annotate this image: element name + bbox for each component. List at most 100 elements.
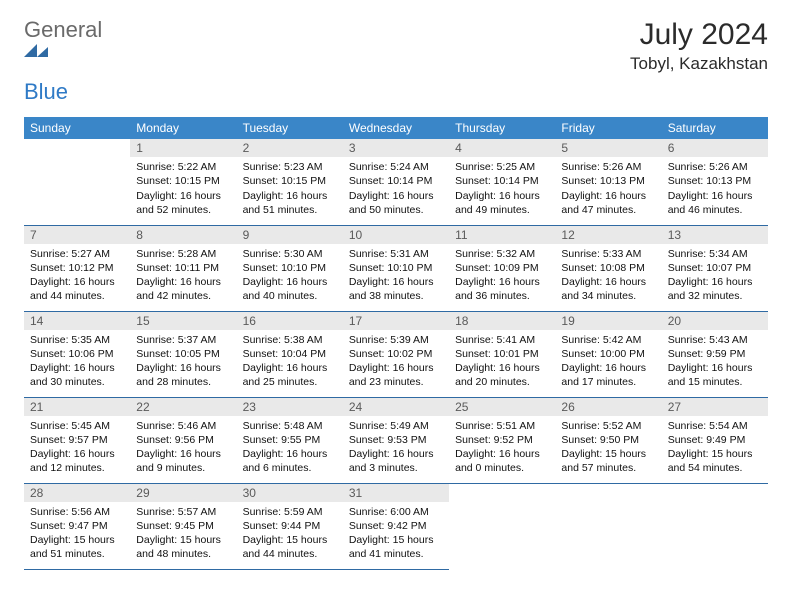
sunset-line: Sunset: 10:07 PM [668, 262, 751, 274]
weekday-header: Monday [130, 117, 236, 139]
sunset-line: Sunset: 9:44 PM [243, 520, 321, 532]
sunrise-line: Sunrise: 5:42 AM [561, 334, 641, 346]
weekday-header: Tuesday [237, 117, 343, 139]
calendar-cell: 4Sunrise: 5:25 AMSunset: 10:14 PMDayligh… [449, 139, 555, 225]
sunset-line: Sunset: 10:08 PM [561, 262, 644, 274]
day-content: Sunrise: 5:54 AMSunset: 9:49 PMDaylight:… [662, 416, 768, 481]
calendar-cell: 14Sunrise: 5:35 AMSunset: 10:06 PMDaylig… [24, 311, 130, 397]
day-number: 3 [343, 139, 449, 157]
sunrise-line: Sunrise: 5:22 AM [136, 161, 216, 173]
day-content: Sunrise: 5:42 AMSunset: 10:00 PMDaylight… [555, 330, 661, 395]
calendar-cell: 8Sunrise: 5:28 AMSunset: 10:11 PMDayligh… [130, 225, 236, 311]
day-number: 6 [662, 139, 768, 157]
calendar-header-row: SundayMondayTuesdayWednesdayThursdayFrid… [24, 117, 768, 139]
calendar-cell: 1Sunrise: 5:22 AMSunset: 10:15 PMDayligh… [130, 139, 236, 225]
calendar-cell: 7Sunrise: 5:27 AMSunset: 10:12 PMDayligh… [24, 225, 130, 311]
day-content: Sunrise: 5:43 AMSunset: 9:59 PMDaylight:… [662, 330, 768, 395]
calendar-row: ..1Sunrise: 5:22 AMSunset: 10:15 PMDayli… [24, 139, 768, 225]
calendar-cell: 17Sunrise: 5:39 AMSunset: 10:02 PMDaylig… [343, 311, 449, 397]
sunset-line: Sunset: 9:53 PM [349, 434, 427, 446]
day-number: 15 [130, 312, 236, 330]
calendar-cell: 30Sunrise: 5:59 AMSunset: 9:44 PMDayligh… [237, 483, 343, 569]
day-number: 21 [24, 398, 130, 416]
daylight-line: Daylight: 16 hours and 9 minutes. [136, 448, 221, 474]
calendar-cell: 6Sunrise: 5:26 AMSunset: 10:13 PMDayligh… [662, 139, 768, 225]
calendar-cell: .. [449, 483, 555, 569]
daylight-line: Daylight: 16 hours and 20 minutes. [455, 362, 540, 388]
day-content: Sunrise: 5:41 AMSunset: 10:01 PMDaylight… [449, 330, 555, 395]
daylight-line: Daylight: 16 hours and 40 minutes. [243, 276, 328, 302]
calendar-cell: 3Sunrise: 5:24 AMSunset: 10:14 PMDayligh… [343, 139, 449, 225]
calendar-row: 7Sunrise: 5:27 AMSunset: 10:12 PMDayligh… [24, 225, 768, 311]
day-content: Sunrise: 5:27 AMSunset: 10:12 PMDaylight… [24, 244, 130, 309]
day-content: Sunrise: 5:26 AMSunset: 10:13 PMDaylight… [662, 157, 768, 222]
daylight-line: Daylight: 16 hours and 0 minutes. [455, 448, 540, 474]
sunrise-line: Sunrise: 5:48 AM [243, 420, 323, 432]
sunrise-line: Sunrise: 5:54 AM [668, 420, 748, 432]
day-content: Sunrise: 5:35 AMSunset: 10:06 PMDaylight… [24, 330, 130, 395]
calendar-cell: 31Sunrise: 6:00 AMSunset: 9:42 PMDayligh… [343, 483, 449, 569]
day-content: Sunrise: 5:38 AMSunset: 10:04 PMDaylight… [237, 330, 343, 395]
day-number: 20 [662, 312, 768, 330]
calendar-cell: 9Sunrise: 5:30 AMSunset: 10:10 PMDayligh… [237, 225, 343, 311]
daylight-line: Daylight: 16 hours and 32 minutes. [668, 276, 753, 302]
sunset-line: Sunset: 10:12 PM [30, 262, 113, 274]
sunrise-line: Sunrise: 5:41 AM [455, 334, 535, 346]
day-content: Sunrise: 5:37 AM Sunset: 10:05 PM Daylight… [130, 330, 236, 395]
day-content: Sunrise: 5:46 AM Sunset: 9:56 PM Daylight:… [130, 416, 236, 481]
day-number: 31 [343, 484, 449, 502]
day-content: Sunrise: 5:59 AMSunset: 9:44 PMDaylight:… [237, 502, 343, 567]
sunrise-line: Sunrise: 5:46 AM [136, 420, 216, 432]
calendar-cell: 21Sunrise: 5:45 AMSunset: 9:57 PMDayligh… [24, 397, 130, 483]
sunrise-line: Sunrise: 5:32 AM [455, 248, 535, 260]
calendar-cell: .. [24, 139, 130, 225]
daylight-line: Daylight: 16 hours and 49 minutes. [455, 190, 540, 216]
sunset-line: Sunset: 10:00 PM [561, 348, 644, 360]
header: General Blue July 2024 Tobyl, Kazakhstan [24, 18, 768, 103]
day-content: Sunrise: 5:45 AMSunset: 9:57 PMDaylight:… [24, 416, 130, 481]
sunrise-line: Sunrise: 5:26 AM [668, 161, 748, 173]
weekday-header: Sunday [24, 117, 130, 139]
sunset-line: Sunset: 9:45 PM [136, 520, 214, 532]
day-content: Sunrise: 5:57 AMSunset: 9:45 PMDaylight:… [130, 502, 236, 567]
daylight-line: Daylight: 15 hours and 57 minutes. [561, 448, 646, 474]
day-content: Sunrise: 5:39 AMSunset: 10:02 PMDaylight… [343, 330, 449, 395]
daylight-line: Daylight: 16 hours and 44 minutes. [30, 276, 115, 302]
day-number: 14 [24, 312, 130, 330]
sunrise-line: Sunrise: 5:35 AM [30, 334, 110, 346]
calendar-row: 14Sunrise: 5:35 AMSunset: 10:06 PMDaylig… [24, 311, 768, 397]
daylight-line: Daylight: 16 hours and 28 minutes. [136, 362, 221, 388]
sunset-line: Sunset: 10:09 PM [455, 262, 538, 274]
sunrise-line: Sunrise: 5:49 AM [349, 420, 429, 432]
sunset-line: Sunset: 10:10 PM [243, 262, 326, 274]
calendar-cell: 24Sunrise: 5:49 AMSunset: 9:53 PMDayligh… [343, 397, 449, 483]
calendar-cell: 5Sunrise: 5:26 AMSunset: 10:13 PMDayligh… [555, 139, 661, 225]
sunset-line: Sunset: 10:05 PM [136, 348, 219, 360]
sunrise-line: Sunrise: 5:37 AM [136, 334, 216, 346]
calendar-cell: 11Sunrise: 5:32 AMSunset: 10:09 PMDaylig… [449, 225, 555, 311]
day-content: Sunrise: 5:56 AMSunset: 9:47 PMDaylight:… [24, 502, 130, 567]
calendar-row: 21Sunrise: 5:45 AMSunset: 9:57 PMDayligh… [24, 397, 768, 483]
weekday-header: Thursday [449, 117, 555, 139]
day-number: 24 [343, 398, 449, 416]
day-content: Sunrise: 5:51 AMSunset: 9:52 PMDaylight:… [449, 416, 555, 481]
sunrise-line: Sunrise: 5:34 AM [668, 248, 748, 260]
calendar-table: SundayMondayTuesdayWednesdayThursdayFrid… [24, 117, 768, 570]
sunrise-line: Sunrise: 5:52 AM [561, 420, 641, 432]
sunset-line: Sunset: 10:15 PM [136, 175, 219, 187]
day-number: 22 [130, 398, 236, 416]
calendar-cell: 12Sunrise: 5:33 AMSunset: 10:08 PMDaylig… [555, 225, 661, 311]
sunset-line: Sunset: 10:11 PM [136, 262, 219, 274]
calendar-cell: .. [662, 483, 768, 569]
daylight-line: Daylight: 16 hours and 23 minutes. [349, 362, 434, 388]
sunset-line: Sunset: 9:55 PM [243, 434, 321, 446]
sunset-line: Sunset: 9:56 PM [136, 434, 214, 446]
calendar-cell: 2Sunrise: 5:23 AMSunset: 10:15 PMDayligh… [237, 139, 343, 225]
sunset-line: Sunset: 10:04 PM [243, 348, 326, 360]
sunset-line: Sunset: 10:10 PM [349, 262, 432, 274]
day-number: 29 [130, 484, 236, 502]
calendar-cell: 27Sunrise: 5:54 AMSunset: 9:49 PMDayligh… [662, 397, 768, 483]
daylight-line: Daylight: 15 hours and 41 minutes. [349, 534, 434, 560]
daylight-line: Daylight: 15 hours and 44 minutes. [243, 534, 328, 560]
day-content: Sunrise: 5:52 AMSunset: 9:50 PMDaylight:… [555, 416, 661, 481]
